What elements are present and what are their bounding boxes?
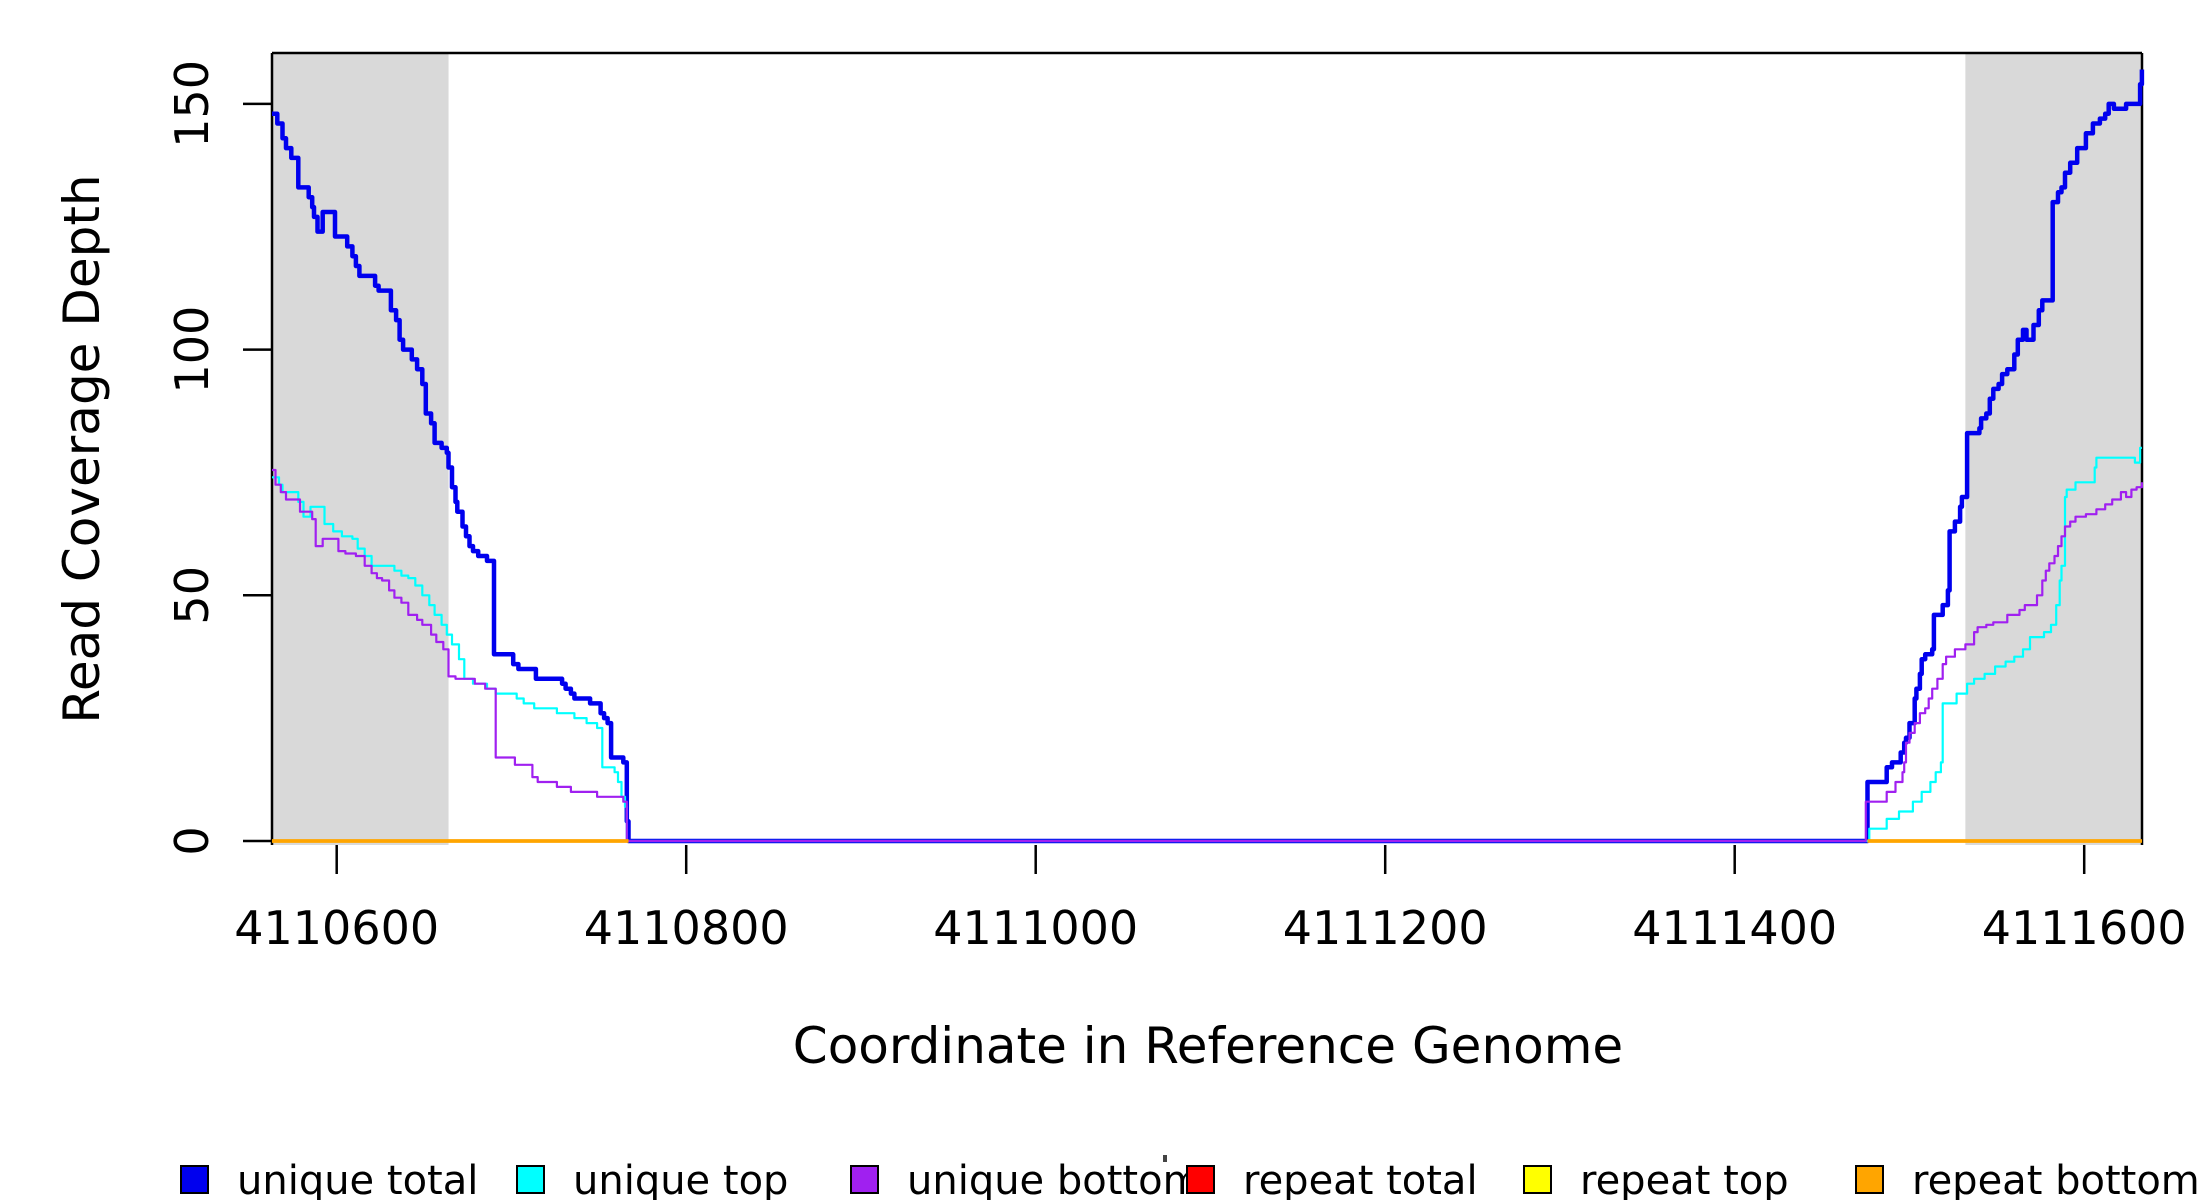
y-tick-label: 50 <box>165 566 219 625</box>
repeat-region-shading <box>272 53 449 845</box>
x-axis-title: Coordinate in Reference Genome <box>793 1017 1623 1075</box>
series-unique-total <box>272 69 2145 844</box>
x-tick-label: 4111400 <box>1632 901 1837 955</box>
stray-dot-artifact <box>1163 1155 1167 1162</box>
legend-swatch-repeat-bottom <box>1855 1165 1884 1194</box>
legend-label: repeat bottom <box>1912 1158 2200 1200</box>
legend-swatch-repeat-top <box>1523 1165 1552 1194</box>
shaded-repeat-regions <box>272 53 2142 845</box>
series-unique-top <box>272 446 2142 843</box>
y-tick-label: 0 <box>165 826 219 855</box>
legend-label: unique top <box>573 1158 788 1200</box>
x-tick-label: 4111200 <box>1283 901 1488 955</box>
y-tick-label: 100 <box>165 306 219 394</box>
legend-swatch-unique-top <box>516 1165 545 1194</box>
x-tick-label: 4110800 <box>584 901 789 955</box>
legend-label: repeat top <box>1580 1158 1789 1200</box>
series-unique-bottom <box>272 468 2143 843</box>
axes: 4110600 4110800 4111000 4111200 4111400 41116… <box>165 60 2187 955</box>
data-series <box>272 69 2145 844</box>
x-tick-label: 4111000 <box>933 901 1138 955</box>
repeat-region-shading <box>1965 53 2142 845</box>
legend-label: unique bottom <box>907 1158 1202 1200</box>
legend: unique total unique top unique bottom repea… <box>180 1158 2200 1200</box>
legend-label: unique total <box>237 1158 478 1200</box>
legend-swatch-repeat-total <box>1186 1165 1215 1194</box>
x-tick-label: 4110600 <box>234 901 439 955</box>
legend-swatch-unique-bottom <box>850 1165 879 1194</box>
y-axis-title: Read Coverage Depth <box>53 174 111 723</box>
legend-label: repeat total <box>1243 1158 1478 1200</box>
legend-swatch-unique-total <box>180 1165 209 1194</box>
x-tick-label: 4111600 <box>1982 901 2187 955</box>
plot-box <box>270 51 2144 845</box>
y-tick-label: 150 <box>165 60 219 148</box>
